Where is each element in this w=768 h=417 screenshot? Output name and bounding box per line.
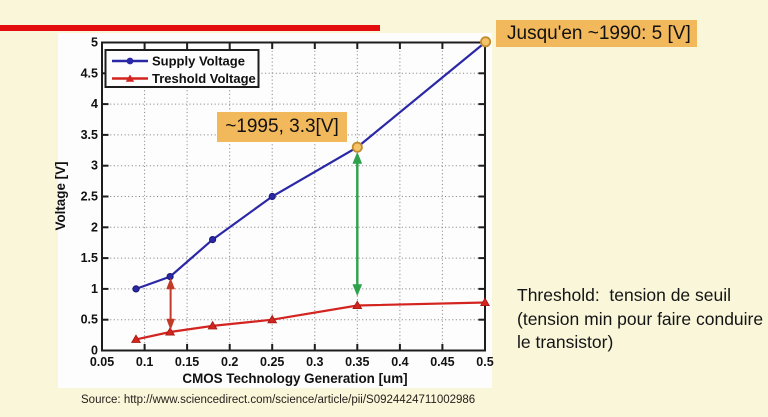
- svg-text:0: 0: [91, 344, 98, 358]
- svg-text:1.5: 1.5: [81, 251, 98, 265]
- svg-text:0.2: 0.2: [221, 355, 238, 369]
- svg-text:0.25: 0.25: [260, 355, 284, 369]
- svg-text:CMOS Technology Generation [um: CMOS Technology Generation [um]: [182, 371, 407, 386]
- svg-text:Treshold Voltage: Treshold Voltage: [152, 71, 256, 86]
- svg-text:0.05: 0.05: [90, 355, 114, 369]
- svg-text:1: 1: [91, 282, 98, 296]
- svg-text:Supply Voltage: Supply Voltage: [152, 54, 245, 69]
- svg-text:0.45: 0.45: [430, 355, 454, 369]
- svg-text:4.5: 4.5: [81, 66, 98, 80]
- svg-text:Voltage [V]: Voltage [V]: [53, 162, 68, 231]
- svg-text:0.3: 0.3: [306, 355, 323, 369]
- svg-text:0.1: 0.1: [136, 355, 153, 369]
- svg-text:5: 5: [91, 36, 98, 50]
- svg-text:0.5: 0.5: [81, 313, 98, 327]
- svg-text:3.5: 3.5: [81, 128, 98, 142]
- svg-text:0.15: 0.15: [175, 355, 199, 369]
- svg-text:0.35: 0.35: [345, 355, 369, 369]
- svg-text:0.4: 0.4: [391, 355, 408, 369]
- svg-text:0.5: 0.5: [476, 355, 493, 369]
- svg-text:4: 4: [91, 97, 98, 111]
- svg-text:3: 3: [91, 159, 98, 173]
- svg-text:2: 2: [91, 220, 98, 234]
- svg-text:2.5: 2.5: [81, 190, 98, 204]
